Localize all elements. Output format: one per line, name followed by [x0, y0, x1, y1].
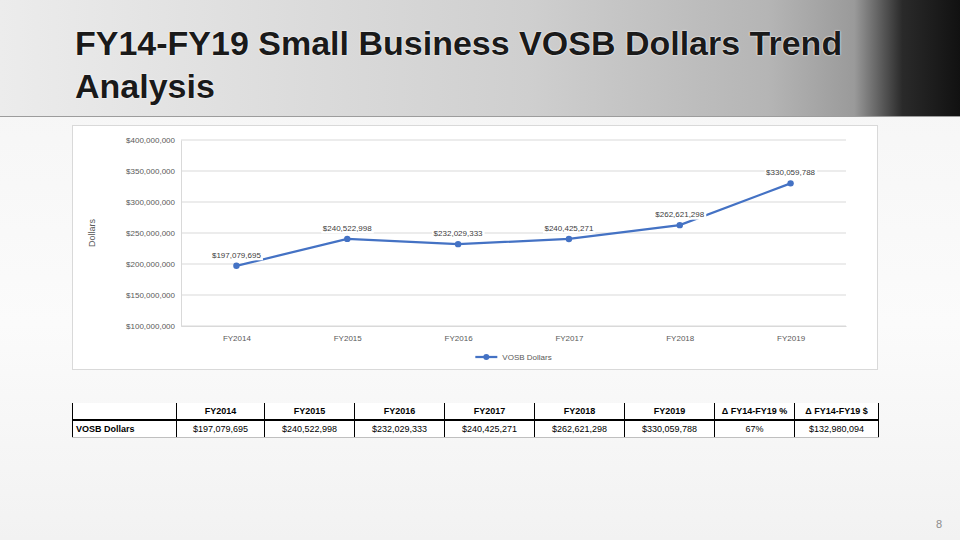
- table-header-row: FY2014FY2015FY2016FY2017FY2018FY2019Δ FY…: [73, 403, 879, 420]
- data-label-patch: [765, 168, 817, 178]
- x-tick: FY2017: [555, 326, 584, 343]
- y-tick: $200,000,000: [126, 260, 181, 269]
- grid: [181, 140, 846, 326]
- x-tick: FY2014: [223, 326, 252, 343]
- y-tick-label: $150,000,000: [126, 291, 175, 300]
- data-point: [566, 236, 572, 242]
- table-header-cell: FY2019: [625, 403, 715, 420]
- table-cell: $262,621,298: [535, 420, 625, 438]
- data-label-patch: [654, 210, 706, 220]
- data-point: [233, 263, 239, 269]
- y-tick: $400,000,000: [126, 136, 181, 145]
- y-tick: $150,000,000: [126, 291, 181, 300]
- y-tick-label: $250,000,000: [126, 229, 175, 238]
- table-corner-cell: [73, 403, 177, 420]
- data-label-group: $240,425,271: [543, 223, 595, 233]
- data-label: $232,029,333: [434, 229, 483, 238]
- table-header-cell: Δ FY14-FY19 $: [795, 403, 879, 420]
- y-tick: $100,000,000: [126, 322, 181, 331]
- table-cell: $240,522,998: [265, 420, 355, 438]
- y-tick-label: $350,000,000: [126, 167, 175, 176]
- data-label-group: $330,059,788: [765, 168, 817, 178]
- x-tick: FY2016: [445, 326, 474, 343]
- data-point: [787, 180, 793, 186]
- y-tick-label: $400,000,000: [126, 136, 175, 145]
- x-tick-label: FY2018: [666, 334, 695, 343]
- table-box: FY2014FY2015FY2016FY2017FY2018FY2019Δ FY…: [72, 403, 879, 438]
- data-label: $330,059,788: [766, 168, 815, 177]
- table-row-label: VOSB Dollars: [73, 420, 177, 438]
- data-labels: $197,079,695 $240,522,998 $232,029,333 $240…: [210, 168, 817, 260]
- x-tick-label: FY2016: [445, 334, 474, 343]
- table-header-cell: FY2015: [265, 403, 355, 420]
- table-cell: 67%: [715, 420, 795, 438]
- data-point: [344, 236, 350, 242]
- grid-line: [181, 171, 846, 172]
- y-tick-label: $200,000,000: [126, 260, 175, 269]
- data-label-patch: [321, 223, 373, 233]
- legend-swatch-marker: [483, 354, 489, 360]
- y-tick-label: $300,000,000: [126, 198, 175, 207]
- table-header-cell: Δ FY14-FY19 %: [715, 403, 795, 420]
- table-cell: $240,425,271: [445, 420, 535, 438]
- table-header-cell: FY2018: [535, 403, 625, 420]
- page-number: 8: [936, 518, 942, 530]
- grid-line: [181, 326, 846, 327]
- y-axis-title: Dollars: [87, 219, 97, 248]
- grid-line: [181, 140, 846, 141]
- data-point: [455, 241, 461, 247]
- data-label: $240,522,998: [323, 224, 372, 233]
- y-tick-label: $100,000,000: [126, 322, 175, 331]
- data-point: [677, 222, 683, 228]
- data-table: FY2014FY2015FY2016FY2017FY2018FY2019Δ FY…: [72, 403, 879, 438]
- grid-line: [181, 264, 846, 265]
- chart-box: $100,000,000 $150,000,000 $200,000,000 $250…: [72, 125, 878, 370]
- y-tick: $350,000,000: [126, 167, 181, 176]
- x-tick: FY2015: [334, 326, 363, 343]
- grid-line: [181, 295, 846, 296]
- y-tick: $300,000,000: [126, 198, 181, 207]
- table-header-cell: FY2014: [177, 403, 265, 420]
- data-label-group: $262,621,298: [654, 210, 706, 220]
- table-row: VOSB Dollars$197,079,695$240,522,998$232…: [73, 420, 879, 438]
- y-axis-line: [181, 141, 182, 327]
- legend-item: VOSB Dollars: [475, 353, 551, 362]
- table-cell: $197,079,695: [177, 420, 265, 438]
- x-tick-label: FY2017: [555, 334, 584, 343]
- table-cell: $330,059,788: [625, 420, 715, 438]
- data-label: $262,621,298: [655, 210, 704, 219]
- data-label-patch: [432, 229, 484, 239]
- grid-line: [181, 202, 846, 203]
- x-tick: FY2019: [777, 326, 806, 343]
- table-header-cell: FY2016: [355, 403, 445, 420]
- series-line: [236, 183, 790, 265]
- grid-line: [181, 233, 846, 234]
- data-label-group: $240,522,998: [321, 223, 373, 233]
- x-tick: FY2018: [666, 326, 695, 343]
- slide-title: FY14-FY19 Small Business VOSB Dollars Tr…: [75, 22, 875, 108]
- x-axis: FY2014 FY2015 FY2016 FY2017 FY2018 FY2019: [182, 326, 847, 343]
- data-label: $197,079,695: [212, 251, 261, 260]
- plot-area: [233, 180, 794, 269]
- legend-label: VOSB Dollars: [502, 353, 551, 362]
- x-axis-line: [182, 326, 847, 327]
- y-tick: $250,000,000: [126, 229, 181, 238]
- legend: VOSB Dollars: [475, 353, 551, 362]
- x-tick-label: FY2014: [223, 334, 252, 343]
- data-label-patch: [543, 223, 595, 233]
- data-label-group: $197,079,695: [210, 250, 262, 260]
- x-tick-label: FY2015: [334, 334, 363, 343]
- data-label-patch: [210, 250, 262, 260]
- table-cell: $232,029,333: [355, 420, 445, 438]
- table-header-cell: FY2017: [445, 403, 535, 420]
- y-axis: $100,000,000 $150,000,000 $200,000,000 $250…: [126, 136, 181, 331]
- chart-svg: $100,000,000 $150,000,000 $200,000,000 $250…: [73, 126, 879, 371]
- x-tick-label: FY2019: [777, 334, 806, 343]
- table-cell: $132,980,094: [795, 420, 879, 438]
- data-label: $240,425,271: [544, 224, 593, 233]
- data-label-group: $232,029,333: [432, 229, 484, 239]
